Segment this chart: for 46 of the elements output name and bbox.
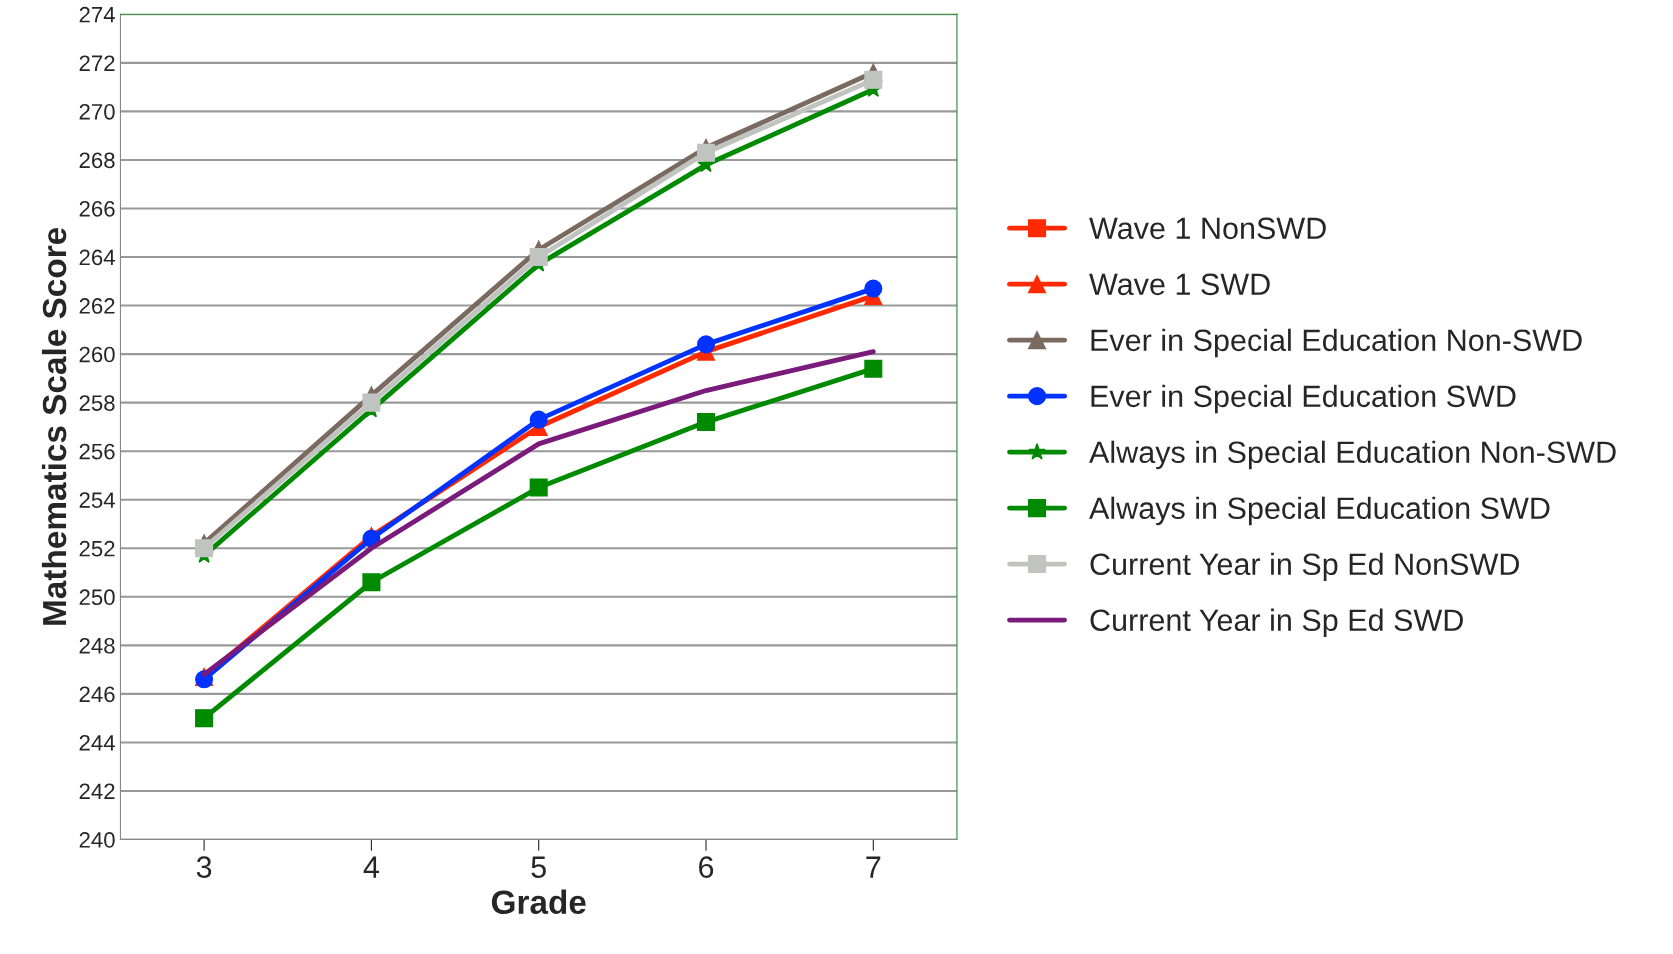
point bbox=[195, 709, 214, 728]
y-tick-label: 242 bbox=[79, 783, 115, 800]
y-tick-label: 250 bbox=[79, 589, 115, 606]
y-tick-label: 262 bbox=[79, 298, 115, 314]
legend-label: Always in Special Education SWD bbox=[1089, 496, 1550, 526]
x-tick-label: 7 bbox=[866, 856, 881, 878]
y-tick-label: 270 bbox=[79, 103, 115, 120]
y-tick-label: 258 bbox=[79, 395, 115, 411]
y-tick-label: 246 bbox=[79, 686, 115, 703]
y-tick-label: 244 bbox=[79, 734, 115, 751]
legend-label: Ever in Special Education Non-SWD bbox=[1091, 328, 1582, 358]
y-axis-title: Mathematics Scale Score bbox=[41, 227, 67, 625]
y-tick-label: 260 bbox=[79, 346, 115, 363]
point bbox=[864, 70, 883, 89]
point bbox=[696, 143, 716, 162]
y-tick-label: 272 bbox=[79, 55, 115, 71]
x-axis-title: Grade bbox=[491, 889, 586, 915]
y-tick-label: 274 bbox=[79, 6, 115, 23]
y-tick-label: 268 bbox=[79, 152, 115, 169]
x-tick-label: 5 bbox=[531, 856, 546, 878]
y-tick-label: 264 bbox=[79, 249, 115, 266]
point bbox=[529, 247, 548, 267]
point bbox=[362, 393, 381, 412]
y-tick-label: 252 bbox=[79, 540, 115, 557]
legend-label: Ever in Special Education SWD bbox=[1091, 384, 1516, 414]
x-tick-label: 3 bbox=[196, 856, 212, 878]
point bbox=[864, 359, 883, 378]
y-tick-label: 266 bbox=[79, 201, 115, 217]
legend-label: Wave 1 SWD bbox=[1089, 273, 1270, 296]
point bbox=[529, 410, 548, 429]
point bbox=[529, 478, 548, 497]
y-tick-label: 254 bbox=[79, 492, 115, 508]
point bbox=[362, 573, 381, 592]
point bbox=[864, 279, 883, 298]
y-tick-label: 248 bbox=[79, 637, 115, 654]
point bbox=[696, 413, 716, 432]
legend-label: Current Year in Sp Ed NonSWD bbox=[1090, 552, 1519, 582]
y-tick-label: 240 bbox=[79, 832, 115, 848]
x-tick-label: 4 bbox=[363, 856, 380, 878]
point bbox=[696, 335, 716, 354]
y-tick-label: 256 bbox=[79, 443, 115, 460]
legend-label: Always in Special Education Non-SWD bbox=[1089, 440, 1616, 470]
legend-label: Wave 1 NonSWD bbox=[1089, 217, 1326, 240]
x-tick-label: 6 bbox=[699, 856, 714, 878]
point bbox=[195, 539, 214, 558]
legend-label: Current Year in Sp Ed SWD bbox=[1090, 608, 1463, 638]
